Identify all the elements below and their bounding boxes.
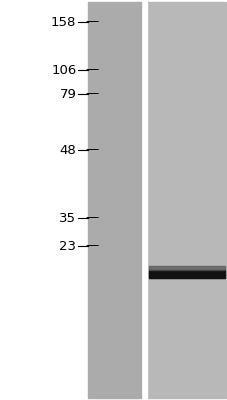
Bar xyxy=(146,2,225,398)
Text: 79: 79 xyxy=(59,88,76,100)
Text: —: — xyxy=(85,64,98,76)
Text: 35: 35 xyxy=(59,212,76,224)
Bar xyxy=(149,275,224,279)
Bar xyxy=(149,270,224,278)
Text: —: — xyxy=(85,16,98,28)
Bar xyxy=(142,2,146,398)
Text: —: — xyxy=(85,240,98,252)
Text: 23: 23 xyxy=(59,240,76,252)
Bar xyxy=(149,266,224,270)
Text: —: — xyxy=(85,144,98,156)
Text: 48: 48 xyxy=(59,144,76,156)
Text: —: — xyxy=(85,88,98,100)
Bar xyxy=(149,266,224,270)
Bar xyxy=(87,2,141,398)
Text: 158: 158 xyxy=(51,16,76,28)
Text: 106: 106 xyxy=(51,64,76,76)
Bar xyxy=(149,273,224,276)
Text: —: — xyxy=(85,212,98,224)
